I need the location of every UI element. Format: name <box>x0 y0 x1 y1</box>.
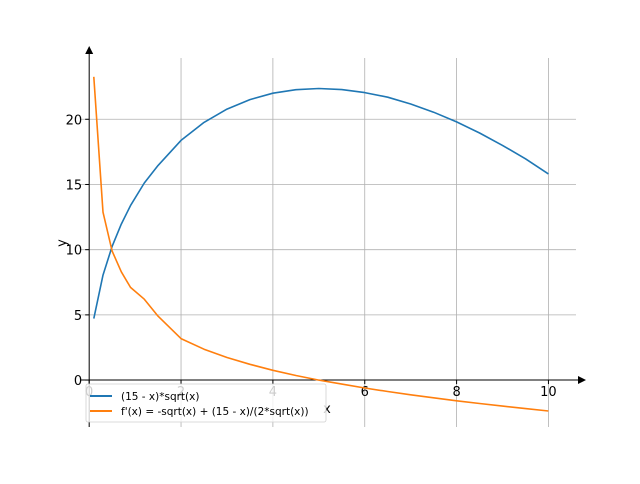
x-axis-arrow <box>578 376 586 385</box>
series <box>93 76 549 412</box>
y-axis-label: y <box>55 239 70 247</box>
legend: (15 - x)*sqrt(x) f'(x) = -sqrt(x) + (15 … <box>85 383 327 423</box>
legend-label-series-2: f'(x) = -sqrt(x) + (15 - x)/(2*sqrt(x)) <box>121 406 309 418</box>
x-tick-label: 8 <box>452 385 460 400</box>
x-tick-label: 6 <box>361 385 369 400</box>
grid <box>80 58 576 427</box>
x-tick-label: 10 <box>540 385 557 400</box>
legend-box <box>85 383 327 423</box>
y-tick-label: 10 <box>66 244 83 259</box>
y-tick-label: 15 <box>66 178 83 193</box>
y-tick-label: 0 <box>74 374 82 389</box>
legend-label-series-1: (15 - x)*sqrt(x) <box>121 391 199 403</box>
y-tick-label: 20 <box>66 113 83 128</box>
ticks: 024681005101520 <box>66 113 557 400</box>
y-axis-arrow <box>85 46 94 54</box>
y-tick-label: 5 <box>74 309 82 324</box>
series-line-1 <box>93 87 549 319</box>
x-axis-label: x <box>323 402 331 417</box>
axes <box>80 46 586 427</box>
series-line-2 <box>93 76 549 412</box>
